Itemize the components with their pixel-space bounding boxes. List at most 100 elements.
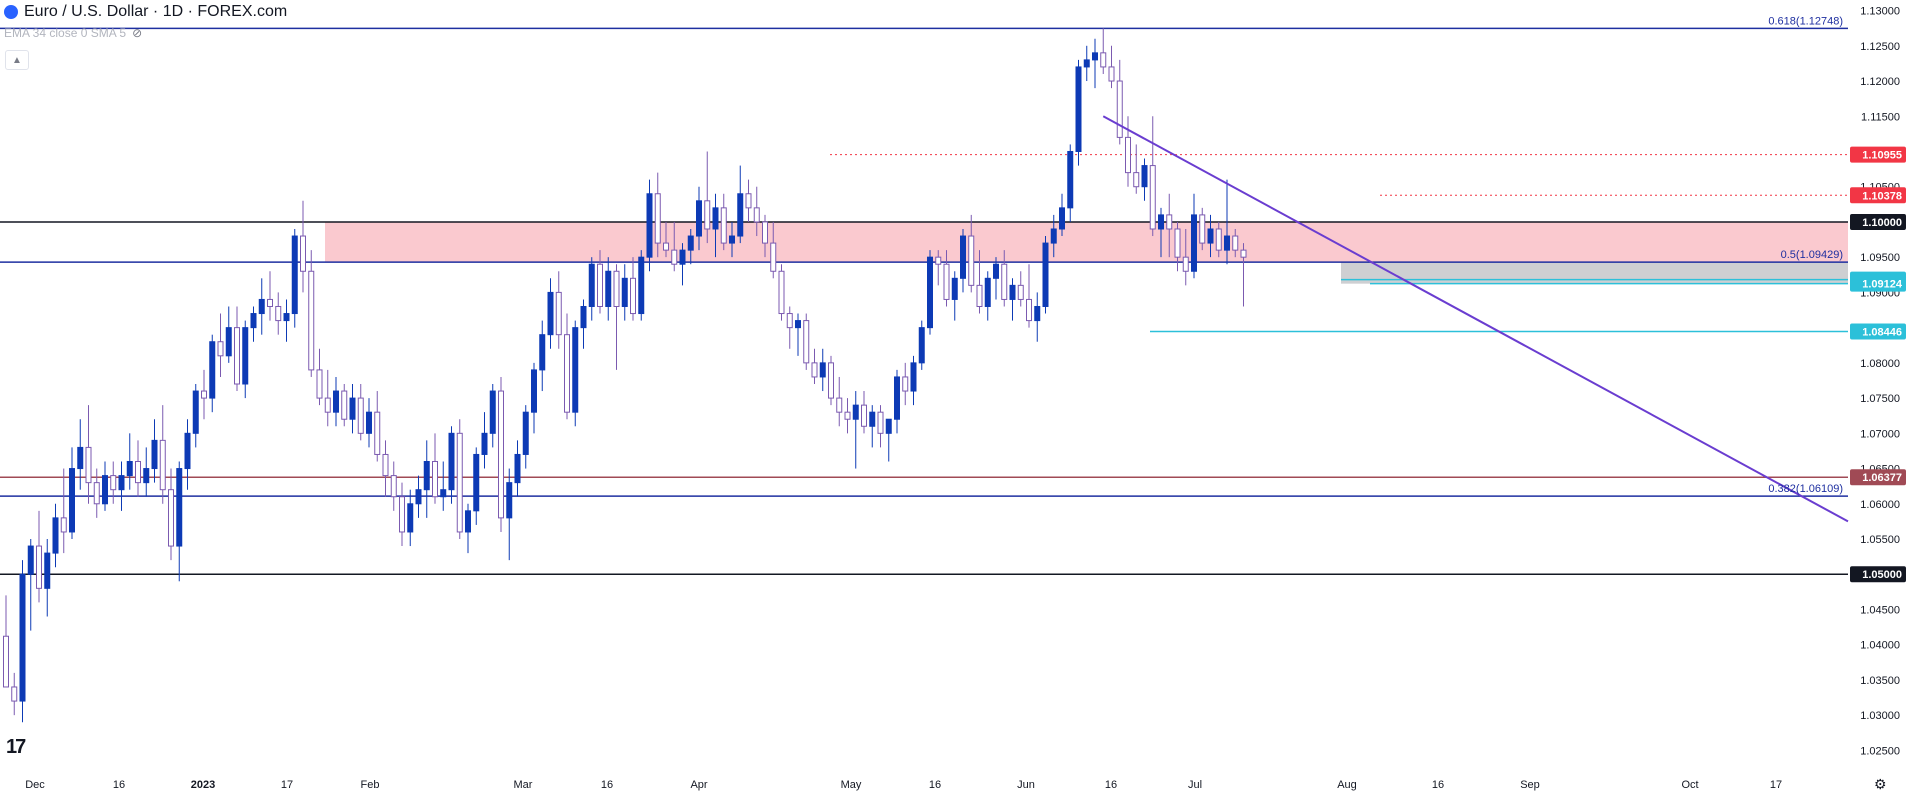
candle-body[interactable] (704, 200, 711, 230)
candle-body[interactable] (159, 439, 166, 491)
candle-body[interactable] (943, 263, 950, 300)
candle-body[interactable] (885, 418, 892, 434)
candle-body[interactable] (217, 341, 224, 357)
candle-body[interactable] (1174, 228, 1181, 258)
candle-body[interactable] (514, 453, 521, 484)
candle-body[interactable] (506, 482, 513, 519)
candle-body[interactable] (382, 453, 389, 477)
candle-body[interactable] (786, 313, 793, 329)
candle-body[interactable] (308, 270, 315, 371)
price-badge[interactable] (1850, 275, 1906, 292)
candle-body[interactable] (11, 686, 18, 702)
candle-body[interactable] (93, 482, 100, 505)
candle-body[interactable] (1232, 235, 1239, 251)
candle-body[interactable] (234, 327, 240, 385)
candle-body[interactable] (1133, 172, 1140, 188)
candle-body[interactable] (555, 291, 562, 336)
candle-body[interactable] (498, 390, 504, 519)
candle-body[interactable] (1042, 242, 1049, 307)
candle-body[interactable] (473, 453, 480, 512)
candle-body[interactable] (1100, 52, 1107, 68)
candle-body[interactable] (19, 573, 26, 702)
candle-body[interactable] (423, 461, 430, 491)
candle-body[interactable] (201, 390, 207, 399)
candle-body[interactable] (1059, 207, 1065, 230)
gear-icon[interactable]: ⚙ (1874, 776, 1887, 792)
candle-body[interactable] (1067, 150, 1074, 209)
candle-body[interactable] (762, 221, 768, 244)
candle-body[interactable] (679, 249, 686, 265)
candle-body[interactable] (176, 468, 183, 547)
candle-body[interactable] (712, 207, 719, 230)
candle-body[interactable] (1149, 165, 1156, 230)
candle-body[interactable] (522, 411, 529, 455)
candle-body[interactable] (902, 376, 909, 392)
candle-body[interactable] (102, 475, 108, 505)
candle-body[interactable] (770, 242, 777, 272)
support-zone[interactable] (1341, 262, 1848, 284)
candle-body[interactable] (209, 341, 216, 399)
candle-body[interactable] (267, 298, 273, 307)
candle-body[interactable] (564, 334, 570, 413)
candle-body[interactable] (597, 263, 603, 307)
candle-body[interactable] (745, 193, 752, 209)
candle-body[interactable] (671, 249, 678, 265)
candle-body[interactable] (539, 334, 546, 371)
candle-body[interactable] (960, 235, 966, 279)
candle-body[interactable] (927, 256, 933, 329)
candle-body[interactable] (36, 545, 42, 589)
candle-body[interactable] (1191, 214, 1197, 272)
candle-body[interactable] (1092, 52, 1098, 61)
candle-body[interactable] (3, 635, 9, 688)
candle-body[interactable] (283, 313, 290, 322)
candle-body[interactable] (1215, 228, 1222, 251)
candle-body[interactable] (696, 200, 702, 237)
resistance-zone[interactable] (325, 221, 1848, 263)
candle-body[interactable] (118, 475, 125, 491)
candle-body[interactable] (1158, 214, 1164, 230)
candle-body[interactable] (869, 411, 876, 427)
candle-body[interactable] (349, 397, 356, 420)
candle-body[interactable] (1182, 256, 1189, 272)
candle-body[interactable] (1108, 66, 1115, 82)
plot-area[interactable] (0, 0, 1848, 768)
eye-slash-icon[interactable]: ⊘ (132, 26, 143, 40)
candle-body[interactable] (572, 327, 579, 413)
candle-body[interactable] (852, 404, 859, 420)
candle-body[interactable] (151, 439, 158, 470)
candle-body[interactable] (324, 397, 331, 413)
candle-body[interactable] (275, 305, 282, 322)
candle-body[interactable] (415, 489, 422, 505)
candle-body[interactable] (60, 517, 67, 533)
candle-body[interactable] (341, 390, 348, 420)
candle-body[interactable] (630, 277, 636, 315)
candle-body[interactable] (1075, 66, 1082, 152)
candle-body[interactable] (1141, 165, 1148, 188)
price-badge[interactable] (1850, 469, 1906, 486)
candle-body[interactable] (1224, 235, 1230, 251)
candle-body[interactable] (737, 193, 744, 237)
price-axis-area[interactable] (1848, 0, 1907, 768)
candle-body[interactable] (984, 277, 991, 307)
candle-body[interactable] (720, 207, 727, 244)
candle-body[interactable] (976, 284, 983, 307)
candle-body[interactable] (531, 369, 537, 413)
candle-body[interactable] (803, 320, 810, 364)
candle-body[interactable] (374, 411, 381, 455)
candle-body[interactable] (407, 503, 414, 533)
candle-body[interactable] (300, 235, 306, 272)
candle-body[interactable] (687, 235, 694, 251)
candle-body[interactable] (877, 411, 884, 434)
candle-body[interactable] (819, 362, 826, 378)
candle-body[interactable] (605, 270, 612, 307)
candle-body[interactable] (795, 320, 801, 329)
price-badge[interactable] (1850, 323, 1906, 340)
candle-body[interactable] (242, 327, 249, 385)
candle-body[interactable] (44, 552, 51, 589)
chevron-up-icon[interactable]: ▲ (5, 50, 29, 70)
candle-body[interactable] (52, 517, 59, 554)
tradingview-logo-icon[interactable]: 17 (6, 736, 26, 758)
candle-body[interactable] (456, 432, 463, 533)
price-badge[interactable] (1850, 566, 1906, 583)
candle-body[interactable] (143, 468, 150, 484)
